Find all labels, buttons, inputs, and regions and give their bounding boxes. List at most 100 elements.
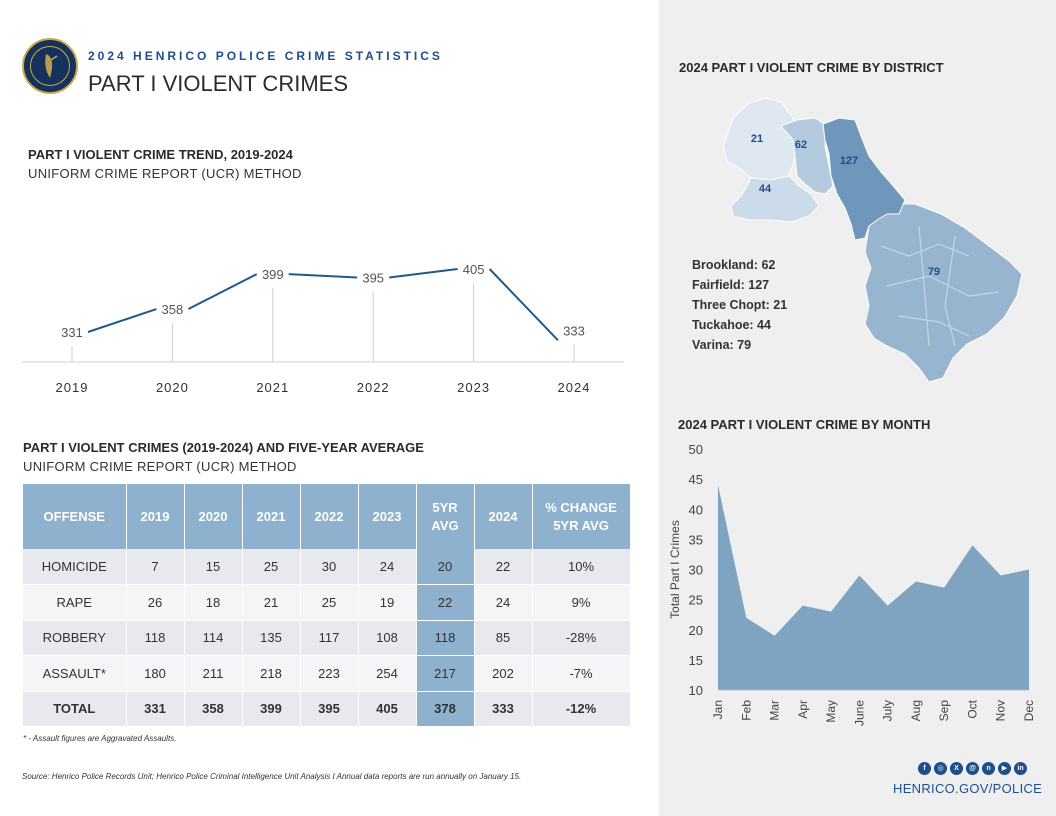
trend-data-label: 331 [61, 325, 83, 340]
district-legend: Brookland: 62 Fairfield: 127 Three Chopt… [692, 255, 787, 355]
cell: 118 [126, 620, 185, 656]
month-x-tick-label: Apr [796, 700, 810, 719]
table-subtitle: UNIFORM CRIME REPORT (UCR) METHOD [23, 459, 297, 474]
cell: 333 [474, 691, 533, 727]
district-varina [864, 203, 1023, 383]
month-y-tick-label: 35 [689, 532, 703, 547]
month-y-tick-label: 15 [689, 653, 703, 668]
legend-three-chopt: Three Chopt: 21 [692, 298, 788, 312]
youtube-icon[interactable]: ▶ [998, 762, 1011, 775]
trend-x-tick-label: 2022 [357, 380, 390, 395]
col-header-5yr-avg: 5YR AVG [416, 484, 475, 549]
month-area-chart: 10 15 20 25 30 35 40 45 50 Jan Feb Mar Apr May June Jul… [668, 442, 1036, 726]
facebook-icon[interactable]: f [918, 762, 931, 775]
cell: 180 [126, 655, 185, 692]
month-y-tick-label: 50 [689, 442, 703, 457]
cell-5yr-avg: 22 [416, 584, 475, 621]
cell: 26 [126, 584, 185, 621]
cell: 21 [242, 584, 301, 621]
cell: 114 [184, 620, 243, 656]
table-title: PART I VIOLENT CRIMES (2019-2024) AND FI… [23, 440, 424, 455]
cell-offense: ROBBERY [23, 620, 127, 656]
cell: 85 [474, 620, 533, 656]
col-header-2024: 2024 [474, 484, 533, 549]
trend-series-line [87, 268, 559, 341]
month-y-axis-label: Total Part I Crimes [668, 520, 682, 619]
col-header-2021: 2021 [242, 484, 301, 549]
cell: 202 [474, 655, 533, 692]
cell: 223 [300, 655, 359, 692]
month-y-tick-label: 10 [689, 683, 703, 698]
cell-pct-change: -28% [532, 620, 631, 656]
table-row: HOMICIDE 7 15 25 30 24 20 22 10% [23, 549, 631, 585]
cell-offense: TOTAL [23, 691, 127, 727]
cell-pct-change: -7% [532, 655, 631, 692]
cell: 405 [358, 691, 417, 727]
district-label-tuckahoe: 44 [759, 183, 772, 195]
cell-pct-change: -12% [532, 691, 631, 727]
cell: 7 [126, 549, 185, 585]
col-header-2023: 2023 [358, 484, 417, 549]
cell-5yr-avg: 20 [416, 549, 475, 585]
cell: 254 [358, 655, 417, 692]
col-header-offense: OFFENSE [23, 484, 127, 549]
cell: 24 [358, 549, 417, 585]
cell-5yr-avg: 118 [416, 620, 475, 656]
trend-x-tick-label: 2019 [56, 380, 89, 395]
legend-varina: Varina: 79 [692, 338, 752, 352]
instagram-icon[interactable]: ◎ [934, 762, 947, 775]
table-row: ASSAULT* 180 211 218 223 254 217 202 -7% [23, 655, 631, 692]
cell-5yr-avg: 378 [416, 691, 475, 727]
month-y-tick-label: 45 [689, 472, 703, 487]
trend-chart-subtitle: UNIFORM CRIME REPORT (UCR) METHOD [28, 166, 302, 181]
table-total-row: TOTAL 331 358 399 395 405 378 333 -12% [23, 691, 631, 727]
social-icons: f ◎ X @ n ▶ in [918, 762, 1027, 775]
legend-brookland: Brookland: 62 [692, 258, 776, 272]
trend-data-label: 405 [463, 262, 485, 277]
month-y-tick-label: 25 [689, 593, 703, 608]
cell-offense: RAPE [23, 584, 127, 621]
threads-icon[interactable]: @ [966, 762, 979, 775]
cell: 211 [184, 655, 243, 692]
linkedin-icon[interactable]: in [1014, 762, 1027, 775]
month-x-tick-label: Dec [1022, 700, 1036, 721]
report-kicker: 2024 HENRICO POLICE CRIME STATISTICS [88, 49, 443, 63]
district-tuckahoe [730, 175, 820, 223]
cell: 399 [242, 691, 301, 727]
month-x-tick-label: May [824, 700, 838, 723]
cell-offense: HOMICIDE [23, 549, 127, 585]
nextdoor-icon[interactable]: n [982, 762, 995, 775]
table-row: ROBBERY 118 114 135 117 108 118 85 -28% [23, 620, 631, 656]
legend-fairfield: Fairfield: 127 [692, 278, 770, 292]
district-brookland [780, 117, 834, 195]
cell: 24 [474, 584, 533, 621]
x-icon[interactable]: X [950, 762, 963, 775]
month-chart-title: 2024 PART I VIOLENT CRIME BY MONTH [678, 417, 931, 432]
cell: 117 [300, 620, 359, 656]
cell: 22 [474, 549, 533, 585]
cell: 25 [300, 584, 359, 621]
col-header-2020: 2020 [184, 484, 243, 549]
district-map-title: 2024 PART I VIOLENT CRIME BY DISTRICT [679, 60, 944, 75]
trend-data-label: 399 [262, 267, 284, 282]
trend-x-tick-label: 2021 [256, 380, 289, 395]
table-footnote: * - Assault figures are Aggravated Assau… [23, 734, 177, 743]
cell: 15 [184, 549, 243, 585]
cell: 135 [242, 620, 301, 656]
cell-pct-change: 9% [532, 584, 631, 621]
month-x-tick-label: Oct [965, 699, 979, 718]
month-area-series [718, 485, 1029, 690]
month-x-tick-label: June [852, 700, 866, 726]
district-label-three-chopt: 21 [751, 133, 763, 145]
cell-pct-change: 10% [532, 549, 631, 585]
cell: 18 [184, 584, 243, 621]
website-link[interactable]: HENRICO.GOV/POLICE [893, 781, 1043, 796]
district-map: 21 62 127 44 79 [722, 97, 1023, 383]
cell: 395 [300, 691, 359, 727]
col-header-2019: 2019 [126, 484, 185, 549]
month-x-tick-label: Jan [711, 700, 725, 719]
month-x-tick-label: July [881, 700, 895, 721]
month-x-tick-label: Aug [909, 700, 923, 721]
month-y-tick-label: 20 [689, 623, 703, 638]
month-x-tick-label: Nov [994, 700, 1008, 721]
